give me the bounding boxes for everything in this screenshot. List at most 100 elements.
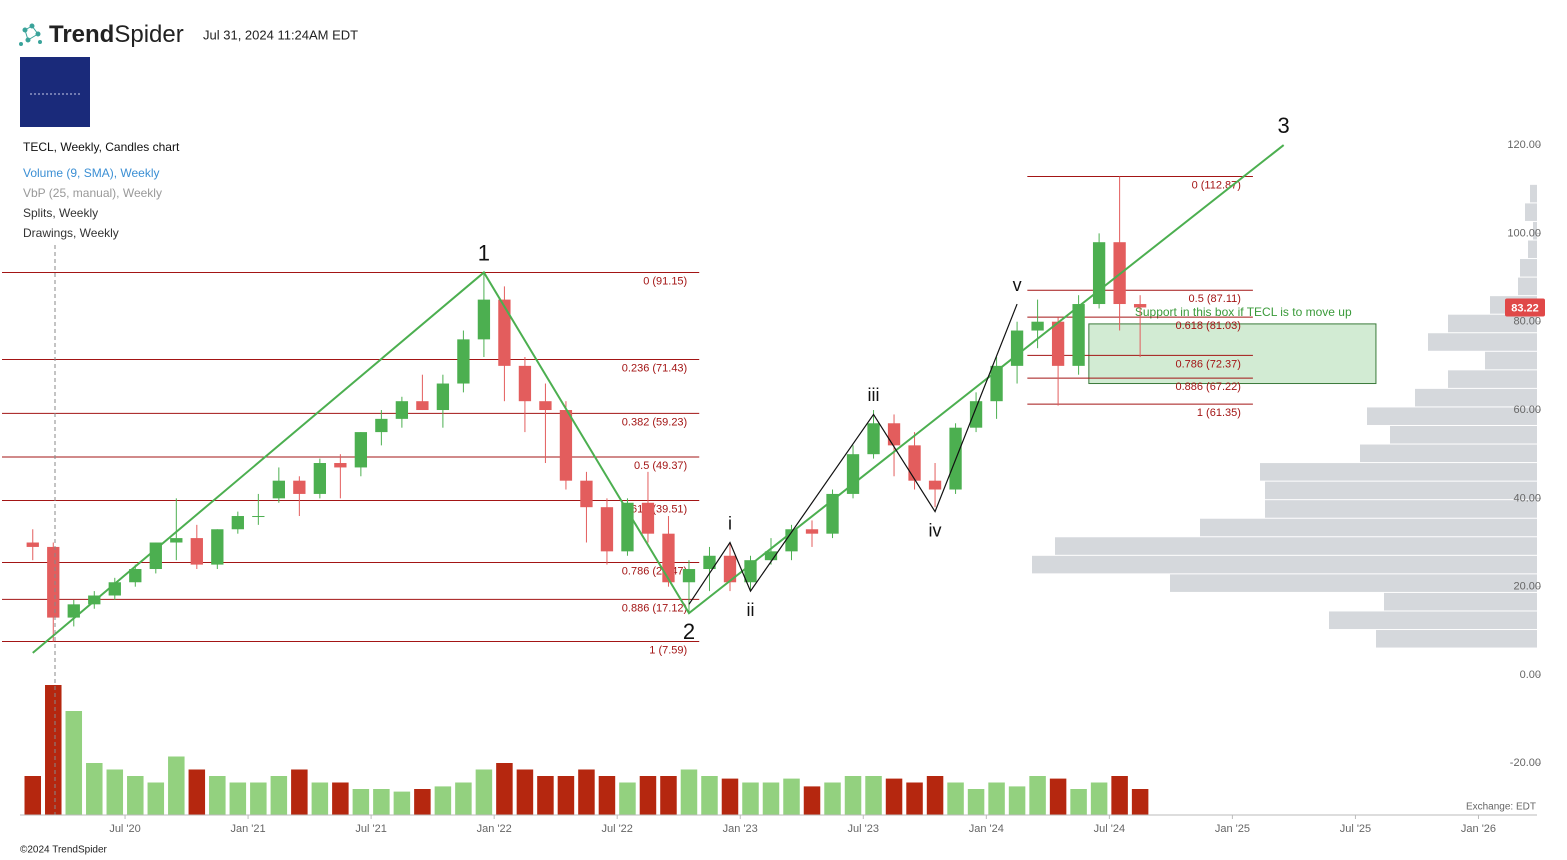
- brand-light: Spider: [114, 21, 183, 48]
- fib-label: 0.5 (49.37): [634, 460, 687, 472]
- volume-bar: [1029, 776, 1046, 815]
- volume-bar: [885, 778, 903, 815]
- volume-bar: [1090, 782, 1108, 815]
- candle-body: [580, 480, 593, 508]
- vbp-bar: [1360, 444, 1537, 463]
- candle-body: [1010, 330, 1024, 366]
- vbp-bar: [1260, 463, 1537, 481]
- copyright: ©2024 TrendSpider: [20, 845, 108, 856]
- candle-body: [1051, 321, 1065, 366]
- legend-line: Drawings, Weekly: [23, 226, 119, 240]
- wave-label: 3: [1278, 113, 1290, 138]
- candle-body: [764, 551, 778, 561]
- vbp-bar: [1428, 333, 1537, 351]
- candle-body: [272, 480, 285, 499]
- wave-line: [688, 303, 1018, 605]
- x-tick-label: Jan '23: [723, 823, 758, 835]
- candle-body: [129, 569, 142, 583]
- vbp-bar: [1533, 221, 1537, 240]
- plot-layer: Support in this box if TECL is to move u…: [2, 113, 1541, 819]
- vbp-bar: [1367, 407, 1537, 425]
- legend-line: TECL, Weekly, Candles chart: [23, 140, 180, 154]
- candle-body: [682, 569, 696, 583]
- candle-body: [231, 516, 244, 530]
- fib-label: 1 (7.59): [649, 644, 687, 656]
- volume-bar: [947, 782, 964, 815]
- volume-bar: [229, 782, 247, 815]
- candle-body: [600, 507, 614, 552]
- candle-body: [190, 538, 203, 565]
- candle-body: [313, 463, 327, 494]
- candle-body: [457, 339, 470, 384]
- candle-body: [559, 410, 573, 481]
- volume-bar: [926, 776, 944, 815]
- candle-body: [252, 516, 265, 518]
- volume-bar: [127, 776, 144, 815]
- volume-bar: [557, 776, 575, 815]
- legend-line: VbP (25, manual), Weekly: [23, 186, 162, 200]
- volume-bar: [967, 789, 985, 815]
- x-tick-label: Jul '20: [109, 823, 140, 835]
- vbp-bar: [1265, 481, 1537, 500]
- candle-body: [477, 299, 491, 340]
- volume-bar: [721, 778, 739, 815]
- wave-label: v: [1013, 275, 1022, 295]
- vbp-bar: [1485, 351, 1537, 370]
- candle-body: [47, 546, 60, 618]
- vbp-bar: [1032, 555, 1537, 574]
- support-label: Support in this box if TECL is to move u…: [1135, 305, 1352, 319]
- price-tag: [1505, 298, 1545, 317]
- volume-bar: [86, 763, 103, 815]
- vbp-bar: [1448, 314, 1537, 333]
- brand-logo-icon: [19, 23, 42, 46]
- vbp-bar: [1170, 574, 1537, 592]
- y-tick-label: 60.00: [1513, 404, 1541, 416]
- fib-label: 0.236 (71.43): [622, 362, 687, 374]
- volume-bar: [65, 711, 83, 815]
- volume-bar: [660, 776, 677, 815]
- volume-bar: [1008, 786, 1026, 815]
- volume-bar: [332, 782, 349, 815]
- x-tick-label: Jul '23: [848, 823, 879, 835]
- volume-bar: [168, 756, 185, 815]
- brand-bold: Trend: [49, 21, 114, 48]
- fib-label: 1 (61.35): [1197, 407, 1241, 419]
- volume-bar: [352, 789, 370, 815]
- vbp-bar: [1329, 611, 1537, 630]
- volume-bar: [147, 782, 165, 815]
- volume-bar: [619, 782, 636, 815]
- volume-bar: [393, 791, 411, 815]
- fib-label: 0.786 (25.47): [622, 565, 687, 577]
- last-price: 83.22: [1511, 302, 1539, 314]
- candle-body: [334, 463, 347, 468]
- vbp-bar: [1530, 184, 1537, 203]
- symbol-logo: [20, 57, 90, 127]
- vbp-bar: [1390, 425, 1537, 444]
- vbp-bar: [1525, 203, 1537, 221]
- y-tick-label: 20.00: [1513, 581, 1541, 593]
- volume-bar: [742, 782, 759, 815]
- volume-bar: [414, 789, 431, 815]
- volume-bar: [680, 769, 698, 815]
- candle-body: [416, 401, 429, 411]
- candle-body: [26, 542, 39, 547]
- y-tick-label: 100.00: [1507, 227, 1541, 239]
- candle-body: [641, 502, 655, 534]
- candle-body: [539, 401, 552, 411]
- candle-body: [170, 538, 183, 543]
- fib-label: 0.618 (39.51): [622, 503, 687, 515]
- candle-body: [887, 423, 901, 446]
- vbp-bar: [1265, 500, 1537, 518]
- candle-body: [662, 533, 675, 583]
- candle-body: [67, 604, 80, 618]
- candle-body: [703, 555, 716, 570]
- wave-label: iv: [929, 520, 942, 540]
- y-tick-label: 0.00: [1520, 669, 1541, 681]
- volume-bar: [475, 769, 493, 815]
- wave-label: iii: [868, 385, 880, 405]
- timestamp: Jul 31, 2024 11:24AM EDT: [203, 27, 358, 42]
- candle-body: [928, 480, 942, 490]
- wave-label: 1: [478, 240, 490, 265]
